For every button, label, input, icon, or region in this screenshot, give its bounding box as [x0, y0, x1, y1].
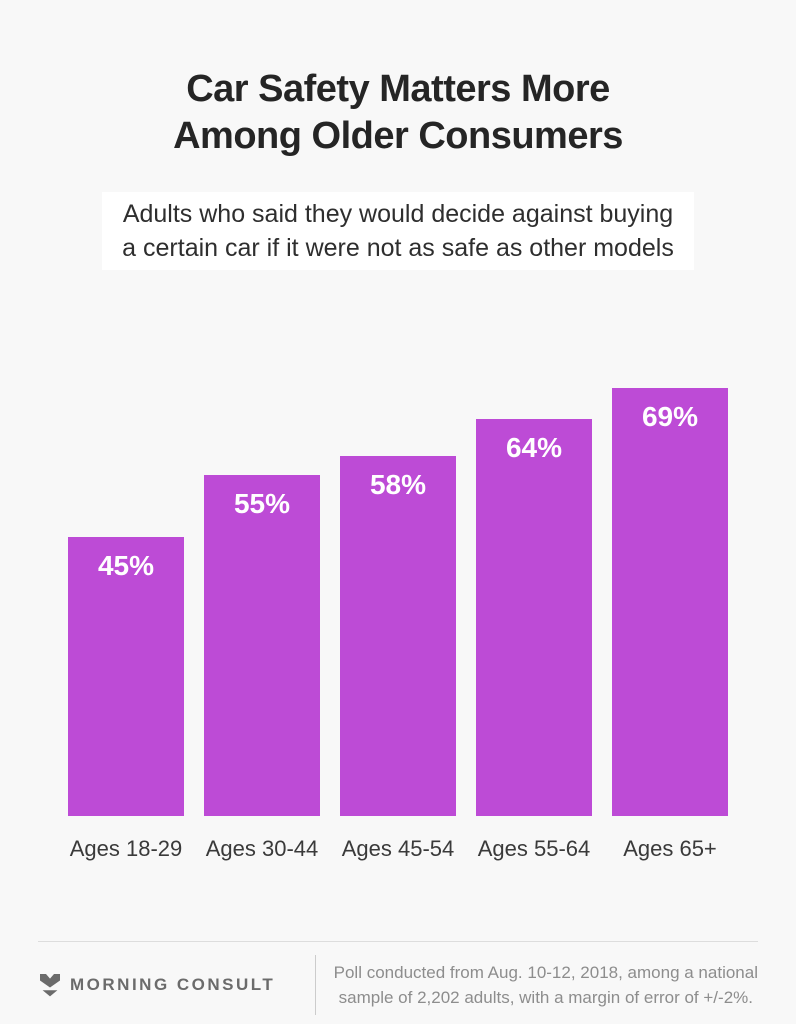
footer-divider: [38, 941, 758, 942]
chart-subtitle: Adults who said they would decide agains…: [102, 192, 694, 270]
bar-value-label: 55%: [233, 488, 291, 519]
bar-value-label: 69%: [641, 401, 699, 432]
chart-subtitle-line2: a certain car if it were not as safe as …: [122, 234, 674, 262]
chart-title-line2: Among Older Consumers: [173, 115, 623, 157]
morning-consult-logo: MORNING CONSULT: [38, 973, 276, 997]
bar-ages-65-: 69%: [612, 388, 728, 816]
axis-category-label: Ages 55-64: [477, 836, 591, 861]
bar-ages-55-64: 64%: [476, 419, 592, 816]
footer-note-line1: Poll conducted from Aug. 10-12, 2018, am…: [333, 963, 758, 982]
chart-subtitle-line1: Adults who said they would decide agains…: [122, 200, 674, 228]
axis-category-label: Ages 65+: [623, 836, 717, 861]
bar-value-label: 64%: [505, 432, 563, 463]
bar-ages-45-54: 58%: [340, 456, 456, 816]
axis-category-label: Ages 45-54: [341, 836, 455, 861]
axis-category-label: Ages 30-44: [205, 836, 319, 861]
brand-name: MORNING CONSULT: [70, 975, 276, 994]
chart-title-line1: Car Safety Matters More: [186, 68, 610, 110]
morning-consult-m-icon: [40, 973, 60, 997]
footer-note-line2: sample of 2,202 adults, with a margin of…: [338, 988, 753, 1007]
bar-chart: 45% 55% 58% 64% 69% Ages 18-29 Ages 30-44 Ages…: [68, 386, 728, 862]
footer: MORNING CONSULT Poll conducted from Aug.…: [38, 941, 758, 1015]
chart-title: Car Safety Matters More Among Older Cons…: [0, 66, 796, 160]
footer-note: Poll conducted from Aug. 10-12, 2018, am…: [314, 955, 758, 1015]
bar-value-label: 58%: [369, 469, 427, 500]
bar-ages-18-29: 45%: [68, 537, 184, 816]
bar-ages-30-44: 55%: [204, 475, 320, 816]
bars-row: 45% 55% 58% 64% 69%: [68, 386, 728, 816]
axis-category-label: Ages 18-29: [69, 836, 183, 861]
bar-value-label: 45%: [97, 550, 155, 581]
categories-row: Ages 18-29 Ages 30-44 Ages 45-54 Ages 55-64…: [68, 836, 728, 862]
